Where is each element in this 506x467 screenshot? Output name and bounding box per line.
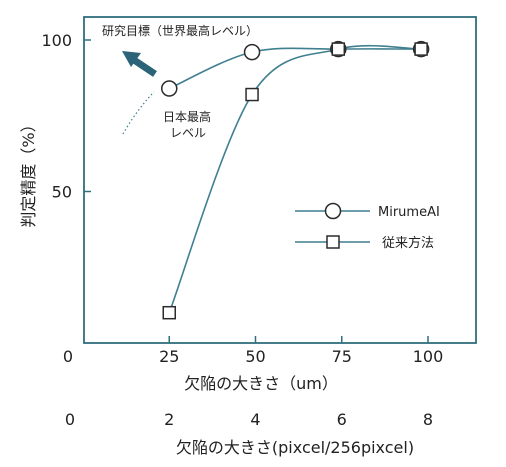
series-group [161, 40, 430, 320]
legend: MirumeAI 従来方法 [295, 202, 440, 251]
series-0-point [161, 80, 178, 97]
y-tick-labels: 50 100 0 [41, 31, 91, 366]
target-arrow-icon [122, 51, 157, 77]
x2-tick-labels: 0 2 4 6 8 [65, 410, 433, 429]
x2-axis-label: 欠陥の大きさ(pixcel/256pixcel) [176, 438, 414, 457]
x2-tick-label: 8 [423, 410, 433, 429]
x-axis-label: 欠陥の大きさ（um） [184, 374, 338, 393]
x-tick-label: 50 [245, 347, 265, 366]
x2-tick-label: 2 [164, 410, 174, 429]
y-tick-label: 100 [41, 31, 72, 50]
x2-tick-label: 4 [250, 410, 260, 429]
series-1-point [245, 87, 259, 102]
x-tick-label: 25 [159, 347, 179, 366]
series-line-0 [168, 47, 422, 90]
legend-marker-circle-icon [324, 202, 342, 220]
target-annotation: 研究目標（世界最高レベル） [102, 23, 258, 38]
extrapolation-dotted-line [122, 91, 155, 135]
legend-label-mirumeai: MirumeAI [378, 205, 440, 220]
japan-best-annotation-line1: 日本最高 [163, 109, 211, 124]
x2-tick-label: 0 [65, 410, 75, 429]
plot-frame [83, 16, 477, 344]
japan-best-annotation-line2: レベル [170, 126, 206, 140]
series-1-point [414, 42, 428, 56]
series-1-point [162, 305, 176, 320]
x-tick-label: 100 [413, 347, 444, 366]
y-axis-label: 判定精度（%） [19, 116, 38, 227]
legend-label-conventional: 従来方法 [382, 235, 434, 251]
x2-tick-label: 6 [337, 410, 347, 429]
x-tick-labels: 25 50 75 100 [159, 336, 443, 366]
plot-border [83, 16, 477, 344]
x-tick-label: 75 [332, 347, 352, 366]
series-0-point [243, 43, 261, 61]
series-line-1 [168, 44, 422, 313]
y-tick-label: 50 [52, 183, 72, 202]
origin-tick-label: 0 [63, 347, 73, 366]
legend-marker-square-icon [326, 235, 340, 249]
series-1-point [331, 42, 346, 56]
